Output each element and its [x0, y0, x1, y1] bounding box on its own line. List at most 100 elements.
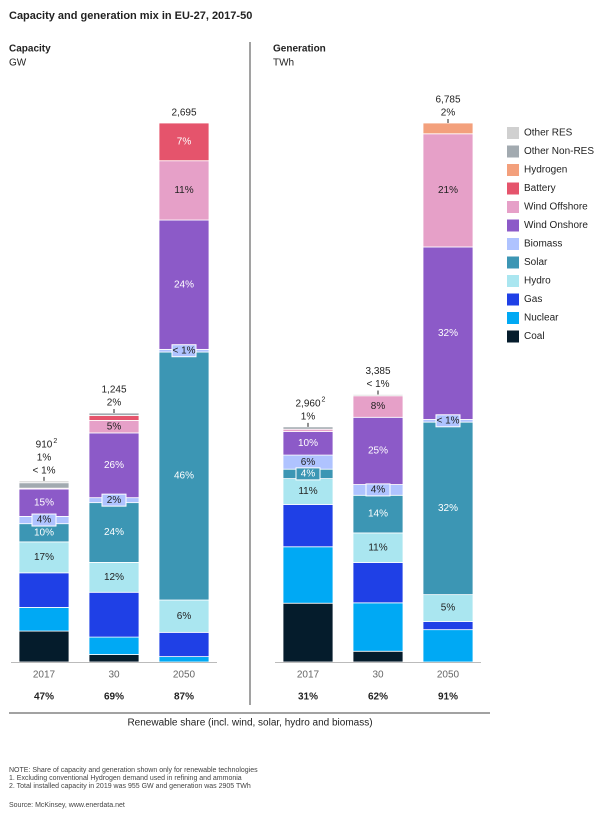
legend-label: Hydrogen: [524, 165, 567, 176]
legend-label: Battery: [524, 183, 556, 194]
total-label: 2,960: [295, 398, 320, 409]
chart-title: Capacity: [9, 44, 51, 55]
value-label: 5%: [107, 421, 122, 432]
legend-swatch: [507, 164, 519, 176]
value-label: 46%: [174, 471, 194, 482]
value-label: 4%: [37, 515, 52, 526]
value-label: 15%: [34, 497, 54, 508]
bar-segment: [352, 532, 404, 563]
bar-segment: [88, 432, 140, 499]
bar-segment: [88, 415, 140, 421]
value-label: 4%: [371, 485, 386, 496]
value-label: 10%: [34, 527, 54, 538]
legend-swatch: [507, 293, 519, 306]
bar-segment: [88, 636, 140, 655]
bar-segment: [18, 572, 70, 608]
label-box: [171, 344, 197, 358]
legend-label: Other Non-RES: [524, 146, 594, 157]
note: NOTE: Share of capacity and generation s…: [9, 767, 258, 774]
total-label: 1,245: [101, 385, 126, 396]
legend-label: Biomass: [524, 239, 562, 250]
value-label: 2%: [107, 495, 122, 506]
chart-title: Generation: [273, 44, 326, 55]
bar-segment: [18, 482, 70, 489]
bar-segment: [422, 594, 474, 622]
bar-segment: [158, 122, 210, 162]
bar-segment: [422, 122, 474, 135]
value-label: 21%: [438, 185, 458, 196]
label-box: [365, 483, 391, 497]
value-label: 12%: [104, 572, 124, 583]
value-label: 24%: [104, 527, 124, 538]
bar-segment: [158, 219, 210, 350]
value-label: 6%: [177, 611, 192, 622]
bar-segment: [88, 591, 140, 638]
bar-segment: [282, 478, 334, 505]
bar-segment: [158, 351, 210, 601]
value-label: 26%: [104, 460, 124, 471]
value-label: 11%: [298, 486, 317, 497]
x-tick-label: 2050: [173, 670, 196, 681]
footnote-mark: 2: [53, 438, 57, 445]
value-label: 6%: [301, 457, 316, 468]
renewable-share: 87%: [174, 692, 194, 703]
bar-segment: [88, 502, 140, 563]
bar-segment: [158, 599, 210, 633]
legend-label: Wind Onshore: [524, 220, 588, 231]
bar-segment: [352, 650, 404, 663]
bar-segment: [18, 488, 70, 517]
legend-label: Gas: [524, 294, 542, 305]
value-label: 8%: [371, 401, 386, 412]
legend-swatch: [507, 127, 519, 139]
value-label: 17%: [34, 552, 54, 563]
legend-swatch: [507, 256, 519, 269]
bar-segment: [282, 546, 334, 604]
legend-label: Wind Offshore: [524, 202, 588, 213]
total-label: 2,695: [171, 108, 196, 119]
x-tick-label: 2050: [437, 670, 460, 681]
bar-segment: [158, 160, 210, 221]
bar-segment: [88, 412, 140, 416]
x-tick-label: 2017: [33, 670, 56, 681]
value-label: 5%: [441, 603, 456, 614]
value-label: < 1%: [32, 466, 55, 477]
value-label: 32%: [438, 328, 458, 339]
bar-segment: [18, 630, 70, 663]
legend-swatch: [507, 145, 519, 158]
value-label: < 1%: [436, 415, 459, 426]
bar-segment: [158, 656, 210, 663]
x-tick-label: 30: [372, 670, 384, 681]
value-label: 11%: [174, 185, 193, 196]
value-label: 2%: [107, 398, 122, 409]
x-tick-label: 30: [108, 670, 120, 681]
label-box: [295, 467, 321, 481]
bar-segment: [282, 504, 334, 548]
legend-swatch: [507, 330, 519, 343]
renewable-share: 31%: [298, 692, 318, 703]
total-label: 3,385: [365, 366, 390, 377]
value-label: 11%: [368, 542, 387, 553]
value-label: 24%: [174, 279, 194, 290]
note: 2. Total installed capacity in 2019 was …: [9, 783, 251, 790]
legend-swatch: [507, 312, 519, 324]
label-box: [435, 414, 461, 428]
value-label: 1%: [37, 453, 52, 464]
unit: GW: [9, 58, 27, 69]
bar-segment: [422, 629, 474, 663]
value-label: 10%: [298, 438, 318, 449]
value-label: 2%: [441, 108, 456, 119]
legend-label: Nuclear: [524, 313, 559, 324]
bar-segment: [352, 494, 404, 534]
x-tick-label: 2017: [297, 670, 320, 681]
page-title: Capacity and generation mix in EU-27, 20…: [9, 10, 252, 22]
caption: Renewable share (incl. wind, solar, hydr…: [127, 718, 372, 729]
bar-segment: [18, 607, 70, 632]
bar-segment: [88, 654, 140, 663]
legend-label: Coal: [524, 331, 545, 342]
bar-segment: [352, 602, 404, 652]
value-label: 4%: [301, 469, 316, 480]
bar-segment: [158, 631, 210, 658]
bar-segment: [422, 621, 474, 631]
legend-swatch: [507, 275, 519, 287]
bar-segment: [18, 541, 70, 574]
